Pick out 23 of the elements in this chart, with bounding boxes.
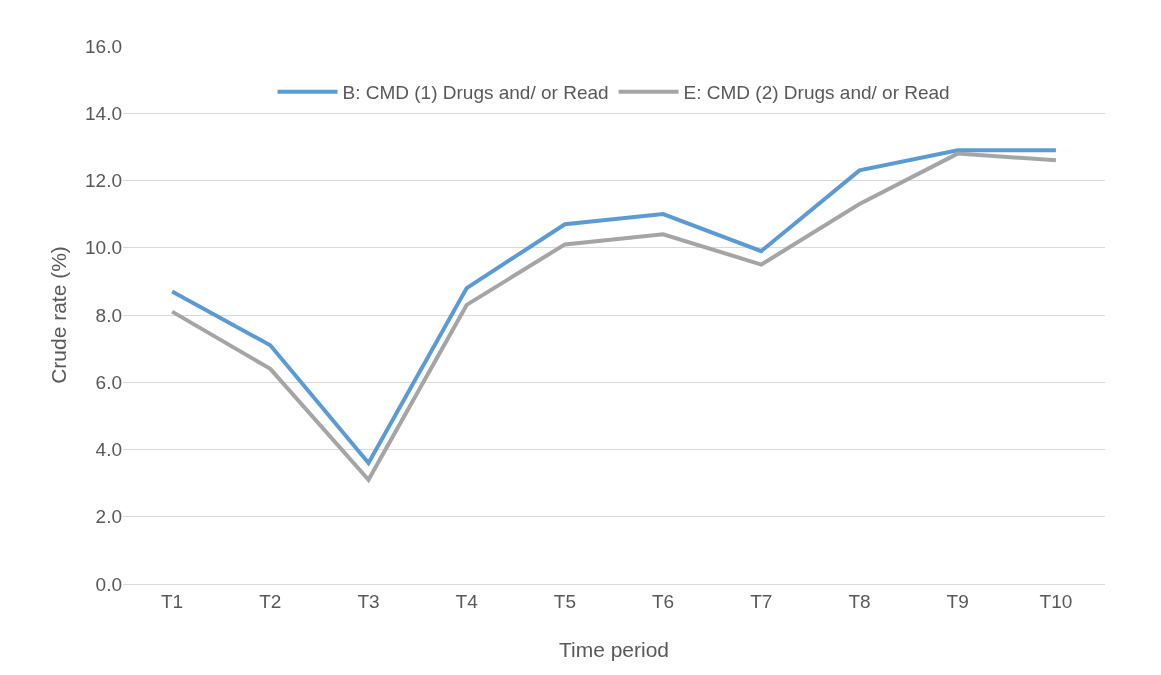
x-tick-label: T2	[259, 590, 282, 612]
x-tick-label: T1	[161, 590, 184, 612]
y-axis-title: Crude rate (%)	[47, 246, 71, 384]
x-tick-label: T4	[455, 590, 479, 612]
y-tick-label: 16.0	[85, 35, 122, 57]
x-axis-title: Time period	[558, 638, 670, 661]
legend-label: E: CMD (2) Drugs and/ or Read	[683, 82, 950, 104]
legend-label: B: CMD (1) Drugs and/ or Read	[342, 82, 609, 104]
y-tick-label: 8.0	[95, 304, 122, 326]
x-tick-label: T8	[848, 590, 871, 612]
y-tick-label: 6.0	[95, 371, 122, 393]
y-tick-label: 2.0	[95, 506, 122, 528]
x-tick-label: T9	[946, 590, 969, 612]
x-tick-label: T3	[357, 590, 380, 612]
x-tick-label: T5	[553, 590, 576, 612]
y-tick-label: 0.0	[95, 573, 122, 595]
y-tick-label: 4.0	[95, 439, 122, 461]
x-tick-label: T7	[750, 590, 773, 612]
y-tick-label: 12.0	[85, 170, 122, 192]
x-tick-label: T10	[1039, 590, 1073, 612]
x-tick-label: T6	[652, 590, 675, 612]
y-tick-label: 14.0	[85, 102, 122, 124]
y-tick-label: 10.0	[85, 237, 122, 259]
